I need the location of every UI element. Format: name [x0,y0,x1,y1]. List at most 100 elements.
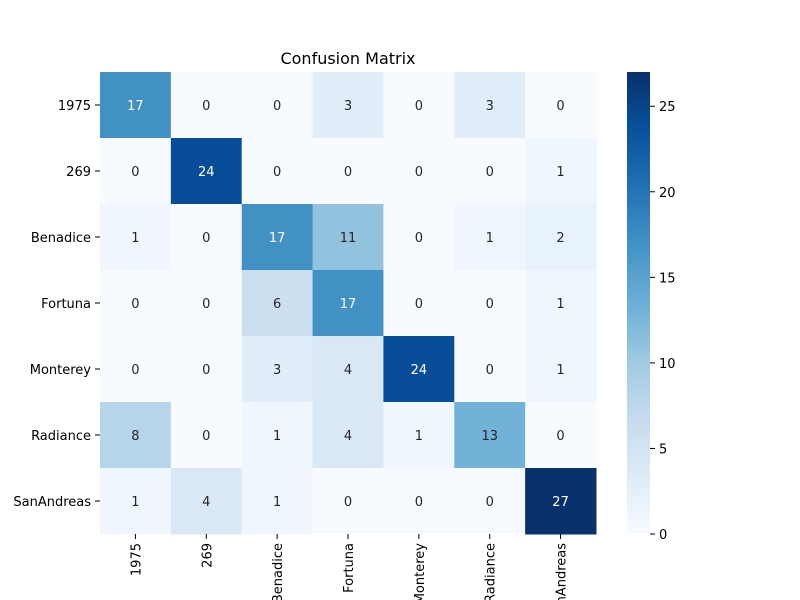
y-tick-label: Fortuna [41,297,91,312]
cell-value-label: 3 [344,99,352,114]
cell-value-label: 0 [415,495,423,510]
cell-value-label: 0 [415,165,423,180]
colorbar-gradient [627,72,650,534]
heatmap-cell [241,336,314,403]
y-axis: 1975 269 Benadice Fortuna Monterey Radiance Sa… [13,99,100,510]
cell-value-label: 1 [273,429,281,444]
cell-value-label: 0 [131,363,139,378]
y-tick-label: Monterey [30,363,92,378]
heatmap-cell [170,204,243,271]
heatmap-cell [454,336,526,403]
colorbar-tick-label: 15 [659,271,676,286]
cell-value-label: 0 [202,297,210,312]
cell-value-label: 1 [486,231,494,246]
cell-value-label: 4 [344,363,352,378]
heatmap-cell [241,270,314,337]
heatmap-cell [525,138,597,205]
x-tick-label: 1975 [129,543,144,576]
cell-value-label: 1 [415,429,423,444]
heatmap-cell [312,402,384,469]
cell-value-label: 0 [202,363,210,378]
heatmap-cell [312,72,384,139]
heatmap-cell [454,468,526,535]
cell-value-label: 0 [344,495,352,510]
heatmap-cell [100,270,172,337]
x-tick-label: SanAndreas [555,543,570,600]
y-tick-label: Benadice [31,231,91,246]
heatmap-cell [100,336,172,403]
cell-value-label: 1 [556,363,564,378]
cell-value-label: 0 [273,99,281,114]
y-tick-label: SanAndreas [13,495,91,510]
heatmap-cells: 17 0 0 3 0 3 00 24 0 0 0 0 11 0 17 11 0 1 20 0 6 17 0 0 10 0 3 4 24 0… [100,72,597,535]
heatmap-cell [383,270,455,337]
cell-value-label: 6 [273,297,281,312]
cell-value-label: 1 [556,297,564,312]
cell-value-label: 27 [552,495,569,510]
cell-value-label: 11 [340,231,357,246]
heatmap-cell [525,402,597,469]
cell-value-label: 0 [486,165,494,180]
cell-value-label: 4 [202,495,210,510]
cell-value-label: 0 [486,297,494,312]
colorbar-tick-label: 0 [659,528,667,543]
x-tick-label: 269 [200,543,215,568]
cell-value-label: 2 [556,231,564,246]
x-tick-label: Radiance [484,543,499,600]
heatmap-cell [525,468,597,535]
cell-value-label: 8 [131,429,139,444]
heatmap-cell [170,468,243,535]
heatmap-cell [100,138,172,205]
cell-value-label: 17 [269,231,286,246]
y-tick-label: 1975 [58,99,91,114]
heatmap-cell [312,468,384,535]
x-tick-label: Monterey [413,543,428,600]
cell-value-label: 24 [198,165,215,180]
colorbar: 0 5 10 15 20 25 [627,72,676,543]
heatmap-cell [312,270,384,337]
cell-value-label: 3 [486,99,494,114]
heatmap-cell [383,468,455,535]
cell-value-label: 1 [273,495,281,510]
heatmap-cell [241,402,314,469]
cell-value-label: 0 [415,231,423,246]
heatmap-cell [383,138,455,205]
heatmap-cell [170,402,243,469]
heatmap-cell [241,204,314,271]
heatmap-cell [100,468,172,535]
heatmap-cell [241,72,314,139]
cell-value-label: 4 [344,429,352,444]
heatmap-cell [454,402,526,469]
heatmap-cell [454,204,526,271]
colorbar-tick-label: 5 [659,442,667,457]
y-tick-label: 269 [66,165,91,180]
heatmap-cell [454,270,526,337]
colorbar-tick-label: 20 [659,186,676,201]
heatmap-cell [312,336,384,403]
cell-value-label: 17 [340,297,357,312]
heatmap-cell [170,72,243,139]
heatmap-cell [525,204,597,271]
heatmap-cell [241,138,314,205]
cell-value-label: 24 [411,363,428,378]
x-tick-label: Benadice [271,543,286,600]
cell-value-label: 13 [481,429,498,444]
cell-value-label: 0 [486,495,494,510]
heatmap-cell [100,72,172,139]
heatmap-cell [241,468,314,535]
heatmap-cell [100,204,172,271]
cell-value-label: 1 [131,495,139,510]
heatmap-cell [525,270,597,337]
heatmap-cell [312,138,384,205]
cell-value-label: 0 [202,99,210,114]
cell-value-label: 0 [344,165,352,180]
cell-value-label: 0 [486,363,494,378]
heatmap-cell [170,138,243,205]
heatmap-cell [170,336,243,403]
y-tick-label: Radiance [31,429,91,444]
colorbar-tick-label: 25 [659,100,676,115]
cell-value-label: 1 [556,165,564,180]
heatmap-cell [383,72,455,139]
chart-title: Confusion Matrix [280,49,415,68]
